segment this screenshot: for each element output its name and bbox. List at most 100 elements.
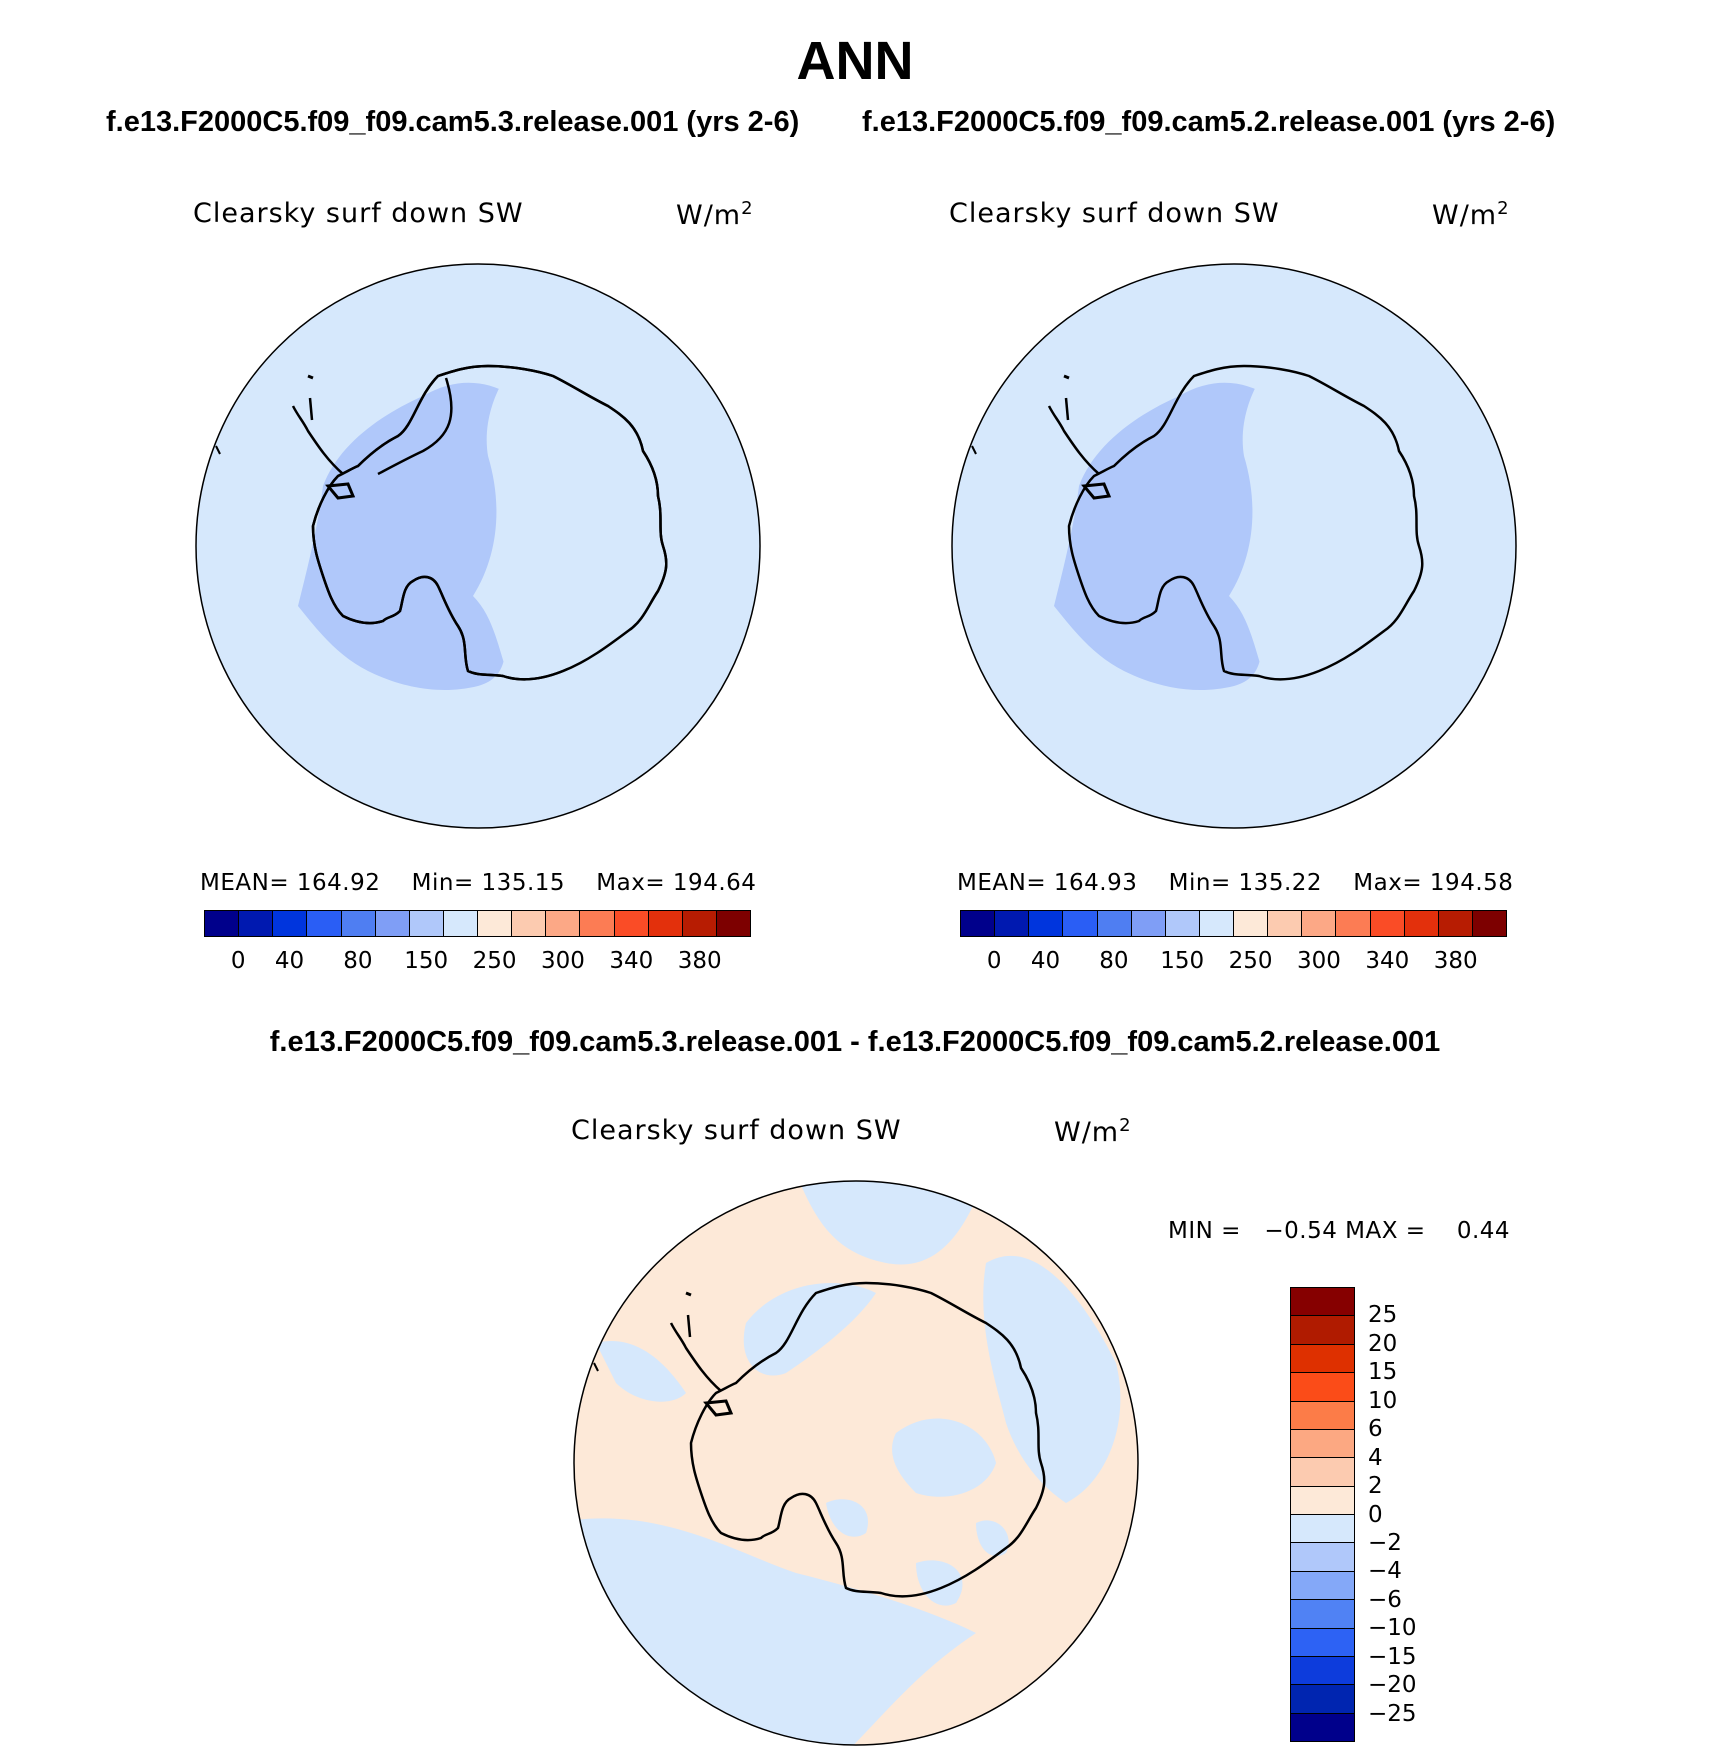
colorbar-tick-label: 0 xyxy=(230,948,246,974)
colorbar-tick-label: −10 xyxy=(1368,1615,1417,1642)
colorbar-swatch xyxy=(341,911,376,936)
colorbar-tick-label: −4 xyxy=(1368,1558,1402,1585)
variable-name-difference: Clearsky surf down SW xyxy=(571,1115,902,1146)
colorbar-swatch xyxy=(1199,911,1234,936)
colorbar-swatch xyxy=(1291,1713,1354,1741)
colorbar-swatch xyxy=(478,911,513,936)
colorbar-tick-label: −2 xyxy=(1368,1529,1402,1556)
colorbar-swatch xyxy=(614,911,649,936)
colorbar-swatch xyxy=(580,911,615,936)
colorbar-swatch xyxy=(1131,911,1166,936)
colorbar-tick-label: 150 xyxy=(1160,948,1205,974)
colorbar-tick-label: 380 xyxy=(1433,948,1478,974)
colorbar-swatch xyxy=(1291,1429,1354,1459)
colorbar-swatch xyxy=(1291,1344,1354,1374)
colorbar-swatch xyxy=(1063,911,1098,936)
colorbar-swatch xyxy=(1291,1685,1354,1714)
colorbar-swatch xyxy=(273,911,308,936)
colorbar-tick-label: 25 xyxy=(1368,1302,1398,1329)
colorbar-tick-label: 80 xyxy=(1099,948,1129,974)
colorbar-swatch xyxy=(1291,1401,1354,1430)
peninsula-coastline xyxy=(1047,405,1100,475)
colorbar-swatch xyxy=(1302,911,1337,936)
units-control: W/m2 xyxy=(1432,198,1510,231)
colorbar-tick-label: 40 xyxy=(274,948,305,974)
colorbar-tick-label: 80 xyxy=(343,948,373,974)
colorbar-swatch xyxy=(648,911,683,936)
colorbar-tick-label: 4 xyxy=(1368,1444,1383,1471)
colorbar-swatch xyxy=(512,911,547,936)
peninsula-coastline xyxy=(669,1322,722,1392)
colorbar-swatch xyxy=(1291,1458,1354,1487)
east-antarctica-region xyxy=(1229,376,1415,676)
colorbar-tick-label: 300 xyxy=(1297,948,1341,974)
colorbar-tick-label: 20 xyxy=(1368,1330,1398,1357)
stats-control: MEAN= 164.93 Min= 135.22 Max= 194.58 xyxy=(957,870,1514,896)
units-difference: W/m2 xyxy=(1054,1115,1132,1148)
units-test: W/m2 xyxy=(676,198,754,231)
colorbar-swatch xyxy=(1370,911,1405,936)
colorbar-swatch xyxy=(1291,1600,1354,1629)
colorbar-tick-label: 300 xyxy=(541,948,585,974)
west-antarctica-region xyxy=(1054,382,1305,691)
colorbar-swatch xyxy=(682,911,717,936)
colorbar-tick-label: 380 xyxy=(677,948,722,974)
map-boundary xyxy=(573,1180,1139,1746)
colorbar-swatch xyxy=(1165,911,1200,936)
colorbar-swatch xyxy=(1268,911,1303,936)
colorbar-swatch xyxy=(995,911,1030,936)
colorbar-tick-label: −25 xyxy=(1368,1700,1417,1727)
west-antarctica-region xyxy=(298,382,549,691)
east-antarctica-region xyxy=(473,376,659,676)
colorbar-swatch xyxy=(1336,911,1371,936)
case-title-test: f.e13.F2000C5.f09_f09.cam5.3.release.001… xyxy=(106,106,800,138)
colorbar-test xyxy=(204,910,751,937)
colorbar-tick-label: 10 xyxy=(1368,1387,1398,1414)
colorbar-swatch xyxy=(1291,1373,1354,1402)
colorbar-tick-label: 250 xyxy=(1228,948,1273,974)
colorbar-swatch xyxy=(1291,1628,1354,1657)
colorbar-tick-label: 250 xyxy=(472,948,517,974)
colorbar-tick-label: 0 xyxy=(986,948,1002,974)
colorbar-tick-label: 40 xyxy=(1030,948,1061,974)
colorbar-swatch xyxy=(1291,1288,1354,1317)
colorbar-swatch xyxy=(1404,911,1439,936)
colorbar-swatch xyxy=(961,911,996,936)
antarctica-coastline xyxy=(1067,364,1424,681)
colorbar-swatch xyxy=(375,911,410,936)
colorbar-swatch xyxy=(1291,1571,1354,1601)
colorbar-tick-label: 6 xyxy=(1368,1416,1383,1443)
colorbar-swatch xyxy=(1291,1543,1354,1572)
map-difference xyxy=(573,1180,1139,1746)
colorbar-tick-label: 150 xyxy=(404,948,449,974)
colorbar-swatch xyxy=(1291,1486,1354,1515)
colorbar-swatch xyxy=(443,911,478,936)
colorbar-swatch xyxy=(716,911,750,936)
colorbar-swatch xyxy=(239,911,274,936)
colorbar-swatch xyxy=(546,911,581,936)
colorbar-tick-label: −6 xyxy=(1368,1586,1402,1613)
colorbar-tick-label: 2 xyxy=(1368,1473,1383,1500)
colorbar-swatch xyxy=(307,911,342,936)
difference-title: f.e13.F2000C5.f09_f09.cam5.3.release.001… xyxy=(269,1026,1441,1058)
colorbar-tick-label: −15 xyxy=(1368,1643,1417,1670)
colorbar-swatch xyxy=(409,911,444,936)
case-title-control: f.e13.F2000C5.f09_f09.cam5.2.release.001… xyxy=(862,106,1556,138)
colorbar-tick-label: 340 xyxy=(1365,948,1410,974)
colorbar-swatch xyxy=(205,911,240,936)
colorbar-tick-label: 15 xyxy=(1368,1359,1398,1386)
map-control xyxy=(951,263,1517,829)
map-test xyxy=(195,263,761,829)
colorbar-difference xyxy=(1290,1287,1355,1742)
colorbar-tick-label: −20 xyxy=(1368,1672,1417,1699)
colorbar-tick-label: 0 xyxy=(1368,1501,1383,1528)
variable-name-test: Clearsky surf down SW xyxy=(193,198,524,229)
stats-test: MEAN= 164.92 Min= 135.15 Max= 194.64 xyxy=(200,870,757,896)
peninsula-coastline xyxy=(291,405,344,475)
difference-min-max: MIN = −0.54 MAX = 0.44 xyxy=(1168,1218,1511,1244)
antarctica-coastline xyxy=(311,364,668,681)
colorbar-swatch xyxy=(1029,911,1064,936)
main-title: ANN xyxy=(796,31,914,91)
antarctica-coastline xyxy=(689,1281,1046,1598)
colorbar-tick-label: 340 xyxy=(609,948,654,974)
